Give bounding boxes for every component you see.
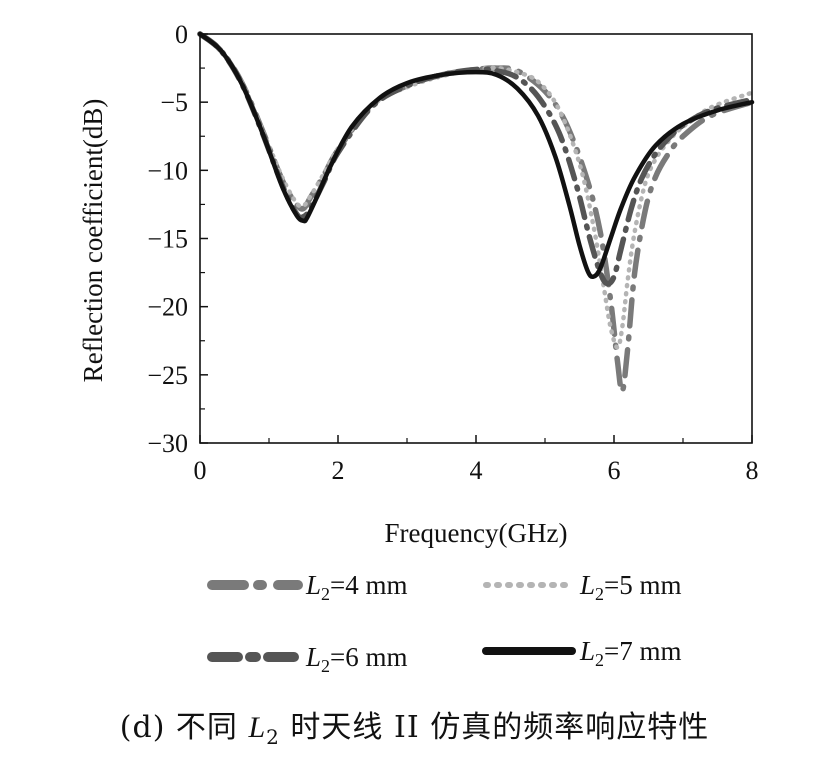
y-tick-label: −20 xyxy=(147,293,188,322)
y-tick-label: −5 xyxy=(160,88,188,117)
y-axis-title: Reflection coefficient(dB) xyxy=(78,99,108,383)
axes: 0 2 4 6 8 0 −5 −10 −15 −20 −25 −30 Frequency(GHz) Ref… xyxy=(78,20,759,548)
y-tick-label: 0 xyxy=(175,20,188,49)
x-tick-label: 2 xyxy=(332,456,345,485)
plot-area xyxy=(197,31,755,394)
caption-suffix: 时天线 II 仿真的频率响应特性 xyxy=(279,710,710,745)
plot-frame xyxy=(199,33,753,444)
caption-subscript: 2 xyxy=(266,725,280,749)
y-tick-label: −25 xyxy=(147,361,188,390)
y-tick-label: −15 xyxy=(147,225,188,254)
caption-variable: L xyxy=(248,711,267,744)
legend-label-4: L2=7 mm xyxy=(579,636,682,670)
legend-label-2: L2=5 mm xyxy=(579,570,682,604)
legend-label-3: L2=6 mm xyxy=(305,642,408,676)
series-line-1 xyxy=(197,31,755,394)
legend-label-1: L2=4 mm xyxy=(305,570,408,604)
x-tick-label: 8 xyxy=(746,456,759,485)
legend: L2=4 mm L2=5 mm L2=6 mm L2=7 mm xyxy=(207,570,682,676)
figure-caption: (d) 不同 L2 时天线 II 仿真的频率响应特性 xyxy=(0,702,829,749)
series-line-2 xyxy=(197,31,755,350)
y-tick-label: −30 xyxy=(147,429,188,458)
x-axis-title: Frequency(GHz) xyxy=(385,518,568,548)
reflection-coefficient-chart: 0 2 4 6 8 0 −5 −10 −15 −20 −25 −30 Frequency(GHz) Ref… xyxy=(78,20,759,676)
x-tick-label: 6 xyxy=(608,456,621,485)
series-line-4 xyxy=(197,31,755,280)
y-tick-label: −10 xyxy=(147,156,188,185)
x-tick-label: 4 xyxy=(470,456,483,485)
caption-prefix: (d) 不同 xyxy=(119,710,249,745)
x-tick-label: 0 xyxy=(194,456,207,485)
